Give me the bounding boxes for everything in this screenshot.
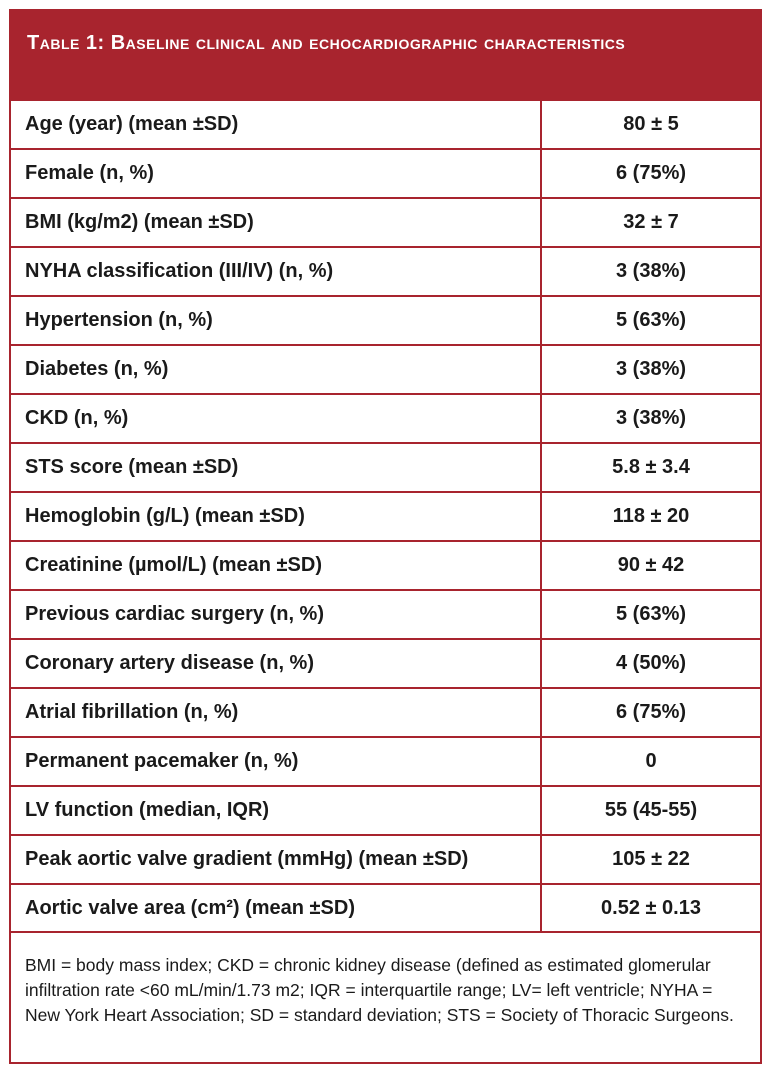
- row-label: Permanent pacemaker (n, %): [11, 738, 542, 785]
- table-row: Hypertension (n, %) 5 (63%): [11, 297, 760, 346]
- row-label: Female (n, %): [11, 150, 542, 197]
- table-row: LV function (median, IQR) 55 (45-55): [11, 787, 760, 836]
- table-row: Age (year) (mean ±SD) 80 ± 5: [11, 101, 760, 150]
- table-row: Previous cardiac surgery (n, %) 5 (63%): [11, 591, 760, 640]
- row-value: 5.8 ± 3.4: [612, 456, 690, 478]
- row-label: Previous cardiac surgery (n, %): [11, 591, 542, 638]
- table-row: Peak aortic valve gradient (mmHg) (mean …: [11, 836, 760, 885]
- row-value: 32 ± 7: [623, 211, 679, 233]
- row-value: 80 ± 5: [623, 113, 679, 135]
- table-row: CKD (n, %) 3 (38%): [11, 395, 760, 444]
- row-value: 0.52 ± 0.13: [601, 896, 701, 919]
- row-value: 105 ± 22: [612, 848, 690, 870]
- table-row: Creatinine (µmol/L) (mean ±SD) 90 ± 42: [11, 542, 760, 591]
- row-value: 3 (38%): [615, 358, 687, 380]
- table-row: Aortic valve area (cm²) (mean ±SD) 0.52 ±…: [11, 885, 760, 933]
- table-footnote: BMI = body mass index; CKD = chronic kid…: [25, 955, 734, 1025]
- row-value: 6 (75%): [615, 162, 687, 184]
- row-label: CKD (n, %): [11, 395, 542, 442]
- table-row: STS score (mean ±SD) 5.8 ± 3.4: [11, 444, 760, 493]
- row-label: STS score (mean ±SD): [11, 444, 542, 491]
- table-body: Age (year) (mean ±SD) 80 ± 5 Female (n, %…: [11, 101, 760, 933]
- table-row: Diabetes (n, %) 3 (38%): [11, 346, 760, 395]
- row-label: Creatinine (µmol/L) (mean ±SD): [11, 542, 542, 589]
- row-label: Hemoglobin (g/L) (mean ±SD): [11, 493, 542, 540]
- row-value: 5 (63%): [615, 603, 687, 625]
- row-label: BMI (kg/m2) (mean ±SD): [11, 199, 542, 246]
- table-title: Table 1: Baseline clinical and echocardi…: [11, 11, 760, 101]
- table-row: NYHA classification (III/IV) (n, %) 3 (38…: [11, 248, 760, 297]
- row-value: 4 (50%): [615, 652, 687, 674]
- row-value: 90 ± 42: [617, 554, 685, 576]
- row-value: 0: [645, 750, 657, 772]
- row-value: 5 (63%): [615, 309, 687, 331]
- table-row: Atrial fibrillation (n, %) 6 (75%): [11, 689, 760, 738]
- row-value: 3 (38%): [615, 407, 687, 429]
- table-row: Coronary artery disease (n, %) 4 (50%): [11, 640, 760, 689]
- row-label: LV function (median, IQR): [11, 787, 542, 834]
- row-label: Atrial fibrillation (n, %): [11, 689, 542, 736]
- row-value: 55 (45-55): [604, 799, 698, 821]
- row-value: 118 ± 20: [612, 505, 690, 527]
- table-row: Female (n, %) 6 (75%): [11, 150, 760, 199]
- table-row: Hemoglobin (g/L) (mean ±SD) 118 ± 20: [11, 493, 760, 542]
- characteristics-table: Table 1: Baseline clinical and echocardi…: [9, 9, 762, 1064]
- row-label: Hypertension (n, %): [11, 297, 542, 344]
- row-label: Age (year) (mean ±SD): [11, 101, 542, 148]
- row-label: Aortic valve area (cm²) (mean ±SD): [11, 885, 542, 931]
- row-label: Peak aortic valve gradient (mmHg) (mean …: [11, 836, 542, 883]
- table-row: BMI (kg/m2) (mean ±SD) 32 ± 7: [11, 199, 760, 248]
- row-value: 3 (38%): [615, 260, 687, 282]
- row-label: Diabetes (n, %): [11, 346, 542, 393]
- row-label: Coronary artery disease (n, %): [11, 640, 542, 687]
- row-label: NYHA classification (III/IV) (n, %): [11, 248, 542, 295]
- row-value: 6 (75%): [615, 701, 687, 723]
- table-row: Permanent pacemaker (n, %) 0: [11, 738, 760, 787]
